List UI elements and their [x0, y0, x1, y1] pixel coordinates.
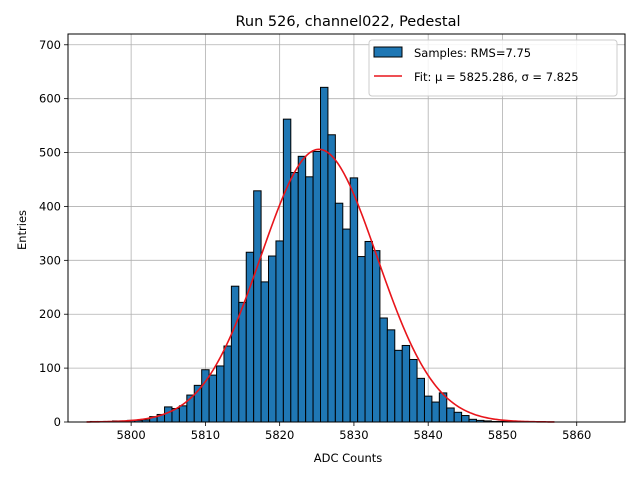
histogram-bar [208, 374, 218, 423]
axes-frame [67, 33, 626, 423]
histogram-bar [327, 134, 336, 423]
legend-entry-histogram: Samples: RMS=7.75 [414, 46, 531, 60]
histogram-bar [305, 176, 314, 423]
histogram-bar [453, 411, 463, 423]
x-axis-label: ADC Counts [314, 451, 383, 465]
y-tick-label: 100 [39, 361, 61, 375]
y-tick-label: 200 [39, 307, 61, 321]
x-tick-label: 5860 [562, 428, 591, 442]
histogram-bar [342, 228, 351, 423]
histogram-bar [401, 344, 411, 423]
histogram-bar [216, 365, 225, 423]
y-axis-label: Entries [15, 210, 29, 250]
histogram-bar [275, 240, 284, 423]
legend: Samples: RMS=7.75 Fit: μ = 5825.286, σ =… [368, 39, 618, 97]
histogram-bar [253, 190, 262, 423]
histogram-bar [290, 171, 299, 423]
histogram-bar [416, 377, 425, 423]
histogram-bar [297, 155, 307, 423]
fit-curve [86, 148, 555, 423]
histogram-bar [431, 401, 440, 423]
x-tick-label: 5830 [339, 428, 368, 442]
x-tick-label: 5810 [191, 428, 220, 442]
histogram-bar [230, 285, 240, 423]
histogram-bar [260, 281, 270, 423]
legend-entry-fit: Fit: μ = 5825.286, σ = 7.825 [414, 70, 579, 84]
plot-area: 5800 5810 5820 5830 5840 5850 5860 0 100 200 300 40… [39, 33, 626, 442]
histogram-bar [379, 317, 388, 423]
y-tick-label: 300 [39, 253, 61, 267]
histogram-bar [394, 349, 403, 423]
histogram-bar [334, 202, 344, 423]
histogram-bar [223, 345, 232, 423]
histogram-bar [461, 415, 470, 423]
histogram-bar [446, 407, 455, 423]
y-tick-label: 600 [39, 92, 61, 106]
histogram-bar [349, 177, 359, 423]
y-tick-label: 700 [39, 38, 61, 52]
x-tick-label: 5840 [414, 428, 443, 442]
legend-swatch-histogram [373, 46, 403, 58]
y-tick-label: 400 [39, 199, 61, 213]
histogram-bar [423, 395, 433, 423]
histogram-bar [282, 118, 292, 423]
x-tick-label: 5820 [265, 428, 294, 442]
histogram-bar [164, 406, 173, 423]
x-tick-label: 5850 [488, 428, 517, 442]
histogram-bar [371, 250, 381, 423]
axis-ticks: 5800 5810 5820 5830 5840 5850 5860 0 100 200 300 40… [39, 38, 591, 442]
histogram-bar [409, 358, 418, 423]
histogram-bar [312, 150, 322, 423]
y-tick-label: 0 [54, 415, 61, 429]
x-tick-label: 5800 [116, 428, 145, 442]
histogram-bar [386, 329, 396, 423]
histogram-bar [320, 86, 329, 423]
histogram-bar [357, 256, 366, 423]
y-tick-label: 500 [39, 146, 61, 160]
histogram-bar [364, 240, 373, 423]
histogram-bar [268, 255, 277, 423]
chart-title: Run 526, channel022, Pedestal [235, 14, 460, 30]
histogram-bar [178, 405, 188, 423]
legend-frame [368, 39, 618, 97]
histogram-bar [238, 301, 247, 423]
